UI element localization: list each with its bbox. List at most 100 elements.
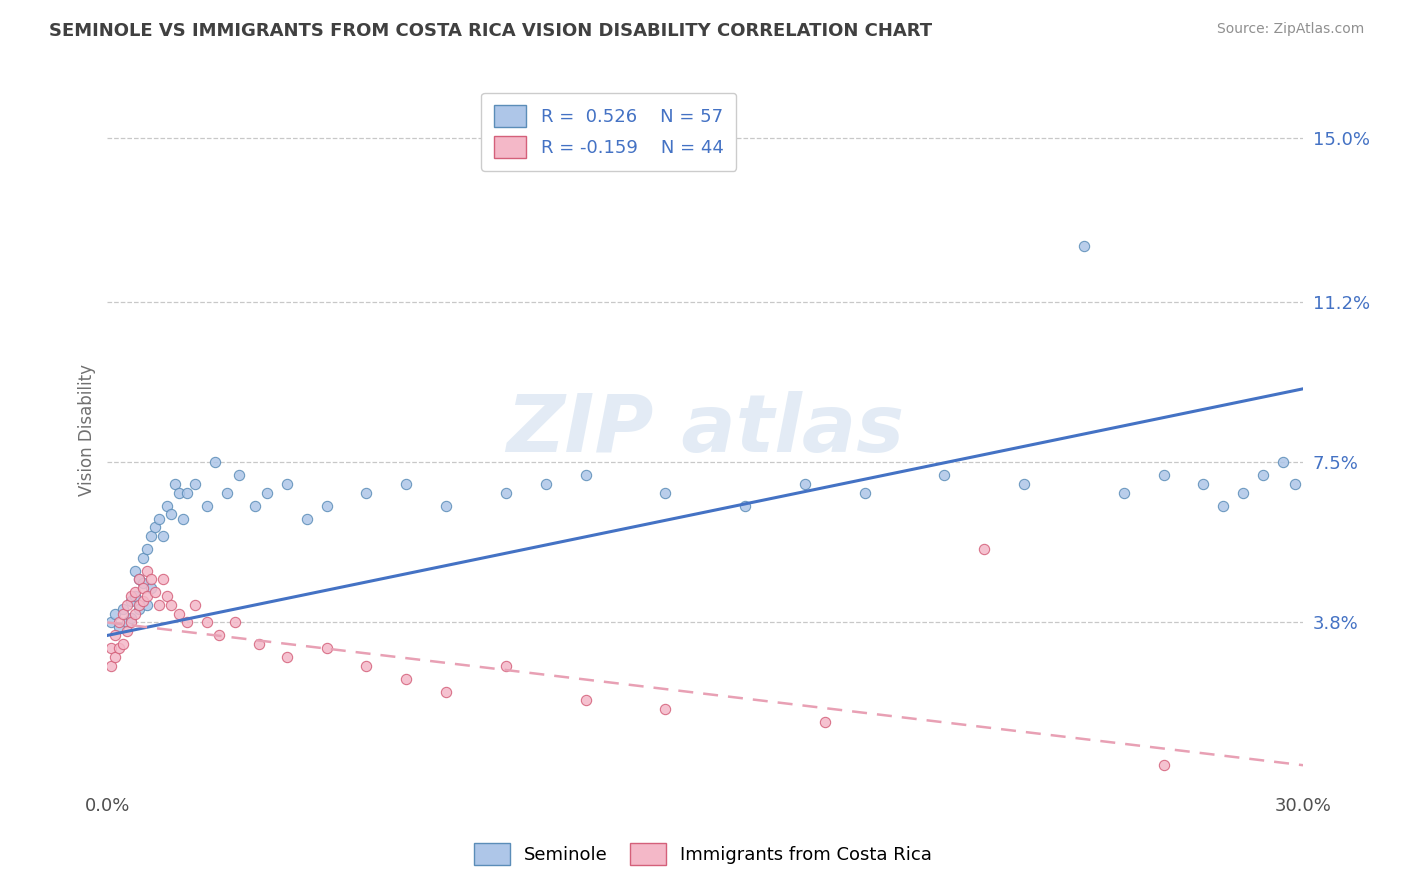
Point xyxy=(1073,239,1095,253)
Point xyxy=(124,585,146,599)
Point xyxy=(247,637,270,651)
Point xyxy=(143,585,166,599)
Point xyxy=(434,499,457,513)
Point xyxy=(117,615,139,630)
Text: Source: ZipAtlas.com: Source: ZipAtlas.com xyxy=(1216,22,1364,37)
Point xyxy=(128,572,150,586)
Point xyxy=(1112,485,1135,500)
Point xyxy=(734,499,756,513)
Point xyxy=(167,485,190,500)
Point xyxy=(1232,485,1254,500)
Point xyxy=(148,511,170,525)
Point xyxy=(160,598,183,612)
Point xyxy=(195,499,218,513)
Point xyxy=(128,572,150,586)
Point xyxy=(120,615,142,630)
Point xyxy=(1192,477,1215,491)
Point xyxy=(172,511,194,525)
Point xyxy=(136,564,159,578)
Point xyxy=(104,628,127,642)
Point xyxy=(184,598,207,612)
Point xyxy=(1153,758,1175,772)
Text: SEMINOLE VS IMMIGRANTS FROM COSTA RICA VISION DISABILITY CORRELATION CHART: SEMINOLE VS IMMIGRANTS FROM COSTA RICA V… xyxy=(49,22,932,40)
Point xyxy=(204,455,226,469)
Point xyxy=(132,581,155,595)
Point xyxy=(143,520,166,534)
Point xyxy=(1284,477,1306,491)
Point xyxy=(117,598,139,612)
Point xyxy=(793,477,815,491)
Point xyxy=(1012,477,1035,491)
Point xyxy=(132,576,155,591)
Point xyxy=(112,637,135,651)
Point xyxy=(100,641,122,656)
Point xyxy=(167,607,190,621)
Point xyxy=(395,477,418,491)
Point xyxy=(148,598,170,612)
Point xyxy=(395,672,418,686)
Point xyxy=(356,658,378,673)
Point xyxy=(104,650,127,665)
Point xyxy=(176,485,198,500)
Point xyxy=(104,607,127,621)
Point xyxy=(176,615,198,630)
Point xyxy=(152,572,174,586)
Text: ZIP atlas: ZIP atlas xyxy=(506,391,904,469)
Point xyxy=(141,581,163,595)
Point xyxy=(356,485,378,500)
Point xyxy=(315,499,337,513)
Point xyxy=(228,468,250,483)
Point xyxy=(208,628,231,642)
Point xyxy=(100,658,122,673)
Point xyxy=(120,590,142,604)
Point xyxy=(654,702,676,716)
Point xyxy=(654,485,676,500)
Point xyxy=(243,499,266,513)
Point xyxy=(165,477,187,491)
Point xyxy=(120,594,142,608)
Legend: Seminole, Immigrants from Costa Rica: Seminole, Immigrants from Costa Rica xyxy=(465,834,941,874)
Point xyxy=(108,620,131,634)
Point xyxy=(853,485,876,500)
Point xyxy=(112,607,135,621)
Point xyxy=(124,590,146,604)
Point xyxy=(276,477,298,491)
Point xyxy=(495,658,517,673)
Point xyxy=(256,485,278,500)
Point xyxy=(814,714,837,729)
Point xyxy=(295,511,318,525)
Point xyxy=(108,615,131,630)
Point xyxy=(124,607,146,621)
Point xyxy=(575,468,598,483)
Point xyxy=(132,550,155,565)
Legend: R =  0.526    N = 57, R = -0.159    N = 44: R = 0.526 N = 57, R = -0.159 N = 44 xyxy=(481,93,737,171)
Point xyxy=(184,477,207,491)
Point xyxy=(575,693,598,707)
Point xyxy=(136,590,159,604)
Point xyxy=(434,684,457,698)
Point xyxy=(195,615,218,630)
Point xyxy=(156,499,179,513)
Point xyxy=(120,611,142,625)
Point xyxy=(224,615,246,630)
Point xyxy=(534,477,557,491)
Point xyxy=(934,468,956,483)
Point xyxy=(112,602,135,616)
Point xyxy=(128,598,150,612)
Point xyxy=(1251,468,1274,483)
Point xyxy=(117,624,139,638)
Point xyxy=(108,641,131,656)
Point xyxy=(124,564,146,578)
Point xyxy=(276,650,298,665)
Point xyxy=(136,598,159,612)
Point xyxy=(132,594,155,608)
Point xyxy=(160,508,183,522)
Point xyxy=(141,529,163,543)
Point xyxy=(152,529,174,543)
Point xyxy=(141,572,163,586)
Point xyxy=(100,615,122,630)
Y-axis label: Vision Disability: Vision Disability xyxy=(79,364,96,496)
Point xyxy=(1153,468,1175,483)
Point xyxy=(973,541,995,556)
Point xyxy=(1212,499,1234,513)
